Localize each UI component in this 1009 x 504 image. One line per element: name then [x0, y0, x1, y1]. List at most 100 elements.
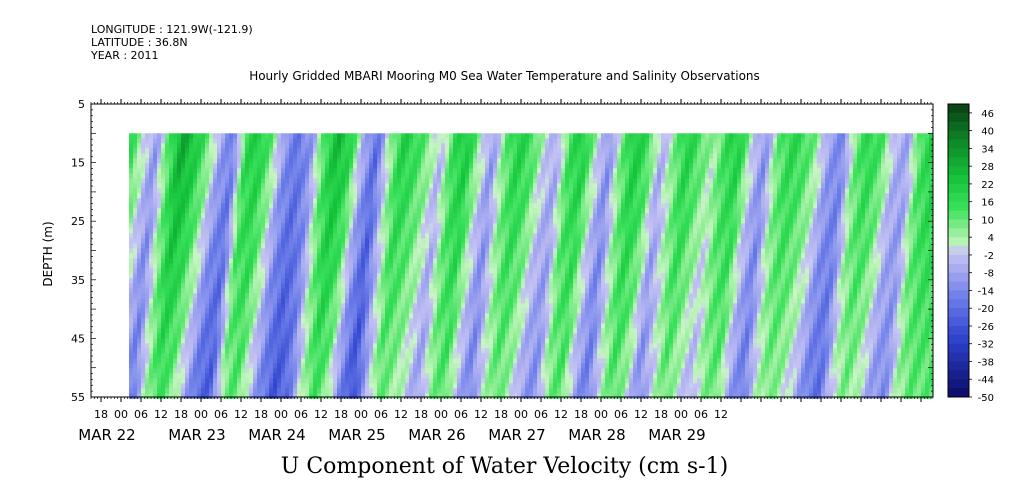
heatmap-cell — [213, 258, 218, 264]
heatmap-cell — [321, 178, 326, 184]
heatmap-cell — [401, 268, 406, 274]
heatmap-cell — [157, 153, 162, 159]
heatmap-cell — [201, 198, 206, 204]
heatmap-cell — [357, 318, 362, 324]
heatmap-cell — [393, 258, 398, 264]
heatmap-cell — [497, 208, 502, 214]
heatmap-cell — [469, 358, 474, 364]
heatmap-cell — [241, 158, 246, 164]
heatmap-cell — [225, 273, 230, 279]
heatmap-cell — [201, 298, 206, 304]
heatmap-cell — [461, 208, 466, 214]
heatmap-cell — [473, 318, 478, 324]
heatmap-cell — [269, 393, 274, 399]
heatmap-cell — [293, 333, 298, 339]
heatmap-cell — [453, 313, 458, 319]
heatmap-cell — [145, 223, 150, 229]
heatmap-cell — [393, 163, 398, 169]
heatmap-cell — [265, 223, 270, 229]
heatmap-cell — [421, 203, 426, 209]
heatmap-cell — [229, 243, 234, 249]
heatmap-cell — [369, 258, 374, 264]
heatmap-cell — [341, 368, 346, 374]
heatmap-cell — [449, 363, 454, 369]
heatmap-cell — [273, 258, 278, 264]
heatmap-cell — [469, 323, 474, 329]
heatmap-cell — [153, 248, 158, 254]
heatmap-cell — [361, 323, 366, 329]
heatmap-cell — [441, 203, 446, 209]
heatmap-cell — [133, 268, 138, 274]
heatmap-cell — [273, 133, 278, 139]
heatmap-cell — [489, 208, 494, 214]
heatmap-cell — [237, 268, 242, 274]
heatmap-cell — [473, 338, 478, 344]
heatmap-cell — [177, 248, 182, 254]
heatmap-cell — [429, 308, 434, 314]
heatmap-cell — [421, 213, 426, 219]
heatmap-cell — [189, 348, 194, 354]
heatmap-cell — [405, 288, 410, 294]
heatmap-cell — [197, 273, 202, 279]
heatmap-cell — [213, 238, 218, 244]
heatmap-cell — [441, 193, 446, 199]
heatmap-cell — [481, 238, 486, 244]
heatmap-cell — [413, 363, 418, 369]
heatmap-cell — [477, 303, 482, 309]
heatmap-cell — [133, 243, 138, 249]
heatmap-cell — [201, 243, 206, 249]
heatmap-cell — [233, 198, 238, 204]
heatmap-cell — [405, 198, 410, 204]
heatmap-cell — [369, 373, 374, 379]
heatmap-cell — [133, 323, 138, 329]
heatmap-cell — [181, 328, 186, 334]
heatmap-cell — [221, 208, 226, 214]
heatmap-cell — [469, 303, 474, 309]
heatmap-cell — [209, 163, 214, 169]
heatmap-cell — [165, 148, 170, 154]
heatmap-cell — [385, 233, 390, 239]
heatmap-cell — [149, 343, 154, 349]
heatmap-cell — [189, 198, 194, 204]
heatmap-cell — [257, 373, 262, 379]
heatmap-cell — [481, 388, 486, 394]
heatmap-cell — [325, 183, 330, 189]
heatmap-cell — [253, 198, 258, 204]
heatmap-cell — [177, 348, 182, 354]
heatmap-cell — [221, 393, 226, 399]
heatmap-cell — [257, 333, 262, 339]
heatmap-cell — [261, 318, 266, 324]
heatmap-cell — [433, 223, 438, 229]
heatmap-cell — [177, 283, 182, 289]
heatmap-cell — [389, 383, 394, 389]
heatmap-cell — [173, 303, 178, 309]
heatmap-cell — [249, 338, 254, 344]
heatmap-cell — [169, 208, 174, 214]
heatmap-cell — [133, 308, 138, 314]
heatmap-cell — [185, 178, 190, 184]
heatmap-cell — [473, 198, 478, 204]
heatmap-cell — [481, 293, 486, 299]
heatmap-cell — [441, 378, 446, 384]
heatmap-cell — [357, 213, 362, 219]
heatmap-cell — [349, 188, 354, 194]
heatmap-cell — [453, 238, 458, 244]
heatmap-cell — [457, 313, 462, 319]
heatmap-cell — [449, 368, 454, 374]
heatmap-cell — [181, 288, 186, 294]
heatmap-cell — [473, 283, 478, 289]
heatmap-cell — [317, 283, 322, 289]
heatmap-cell — [465, 228, 470, 234]
heatmap-cell — [349, 163, 354, 169]
heatmap-cell — [245, 268, 250, 274]
heatmap-cell — [189, 298, 194, 304]
heatmap-cell — [349, 243, 354, 249]
heatmap-cell — [133, 298, 138, 304]
heatmap-cell — [493, 333, 498, 339]
heatmap-cell — [281, 198, 286, 204]
heatmap-cell — [297, 203, 302, 209]
heatmap-cell — [453, 168, 458, 174]
heatmap-cell — [213, 163, 218, 169]
heatmap-cell — [145, 253, 150, 259]
heatmap-cell — [253, 333, 258, 339]
